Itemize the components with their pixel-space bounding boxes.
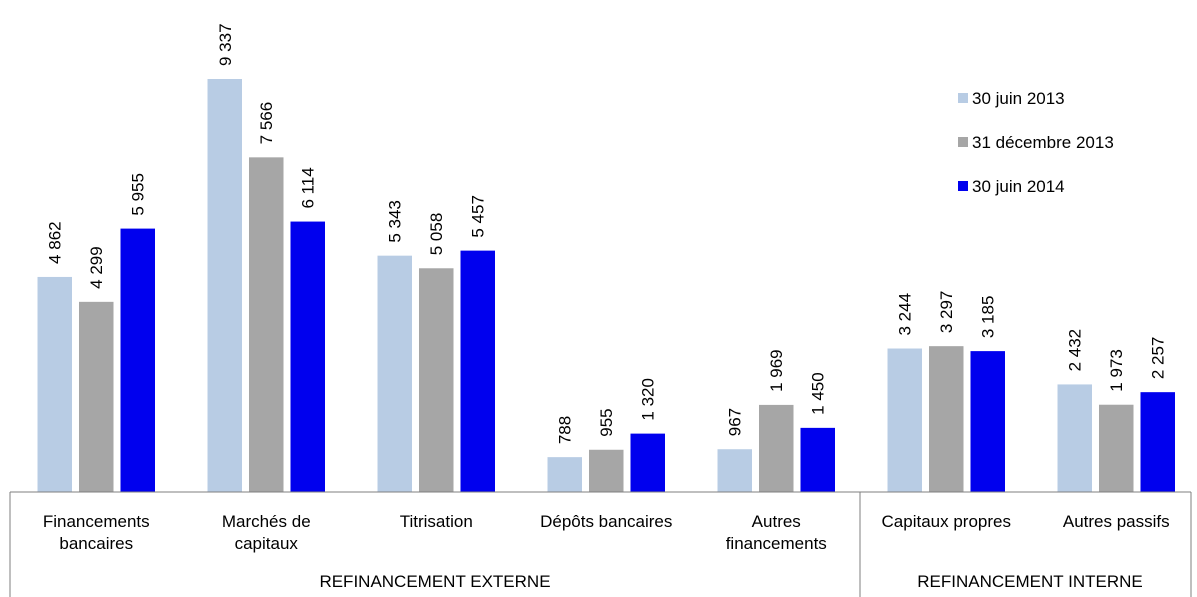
category-label: Capitaux propres (882, 512, 1011, 531)
bar (79, 301, 114, 492)
data-label: 9 337 (216, 23, 235, 66)
bar (630, 433, 665, 492)
data-label: 3 185 (979, 296, 998, 339)
data-label: 1 450 (809, 372, 828, 415)
data-labels-layer: 4 862 4 299 5 955 9 337 7 566 6 114 5 343 5 058… (46, 23, 1168, 444)
bar (377, 255, 412, 492)
data-label: 1 973 (1107, 349, 1126, 392)
bars-layer (37, 79, 1175, 492)
bar (37, 276, 72, 492)
bar (120, 228, 155, 492)
data-label: 2 257 (1149, 337, 1168, 380)
data-label: 4 299 (87, 246, 106, 289)
bar (1099, 404, 1134, 492)
bar (589, 449, 624, 492)
category-label: Autres financements (726, 512, 827, 553)
legend-label: 31 décembre 2013 (972, 133, 1114, 152)
group-label: REFINANCEMENT INTERNE (917, 572, 1142, 591)
category-label: Marchés de capitaux (222, 512, 311, 553)
legend-swatch (958, 181, 968, 191)
data-label: 3 297 (937, 291, 956, 334)
bar (929, 346, 964, 492)
data-label: 967 (726, 408, 745, 436)
bar (249, 157, 284, 492)
legend: 30 juin 2013 31 décembre 2013 30 juin 2014 (958, 89, 1114, 196)
bar (717, 449, 752, 492)
bar (207, 79, 242, 492)
data-label: 1 969 (767, 349, 786, 392)
category-label: Financements bancaires (43, 512, 150, 553)
data-label: 5 457 (469, 195, 488, 238)
data-label: 5 343 (386, 200, 405, 243)
legend-label: 30 juin 2014 (972, 177, 1065, 196)
data-label: 4 862 (46, 221, 65, 264)
data-label: 7 566 (257, 102, 276, 145)
category-label: Titrisation (400, 512, 473, 531)
bar (970, 351, 1005, 492)
bar (1057, 384, 1092, 492)
category-axis: Financements bancaires Marchés de capitaux T… (9, 491, 1192, 597)
legend-swatch (958, 137, 968, 147)
data-label: 6 114 (299, 167, 318, 208)
category-label: Autres passifs (1063, 512, 1170, 531)
legend-swatch (958, 93, 968, 103)
data-label: 3 244 (896, 293, 915, 336)
category-label: Dépôts bancaires (540, 512, 672, 531)
data-label: 955 (597, 408, 616, 436)
bar (759, 404, 794, 492)
data-label: 5 058 (427, 213, 446, 256)
data-label: 2 432 (1066, 329, 1085, 372)
data-label: 5 955 (129, 173, 148, 216)
bar (460, 250, 495, 492)
bar (1140, 392, 1175, 492)
bar (419, 268, 454, 492)
bar (800, 427, 835, 492)
group-label: REFINANCEMENT EXTERNE (319, 572, 550, 591)
data-label: 1 320 (639, 378, 658, 421)
bar (547, 457, 582, 492)
legend-label: 30 juin 2013 (972, 89, 1065, 108)
data-label: 788 (556, 416, 575, 444)
bar (290, 221, 325, 492)
bar (887, 348, 922, 492)
